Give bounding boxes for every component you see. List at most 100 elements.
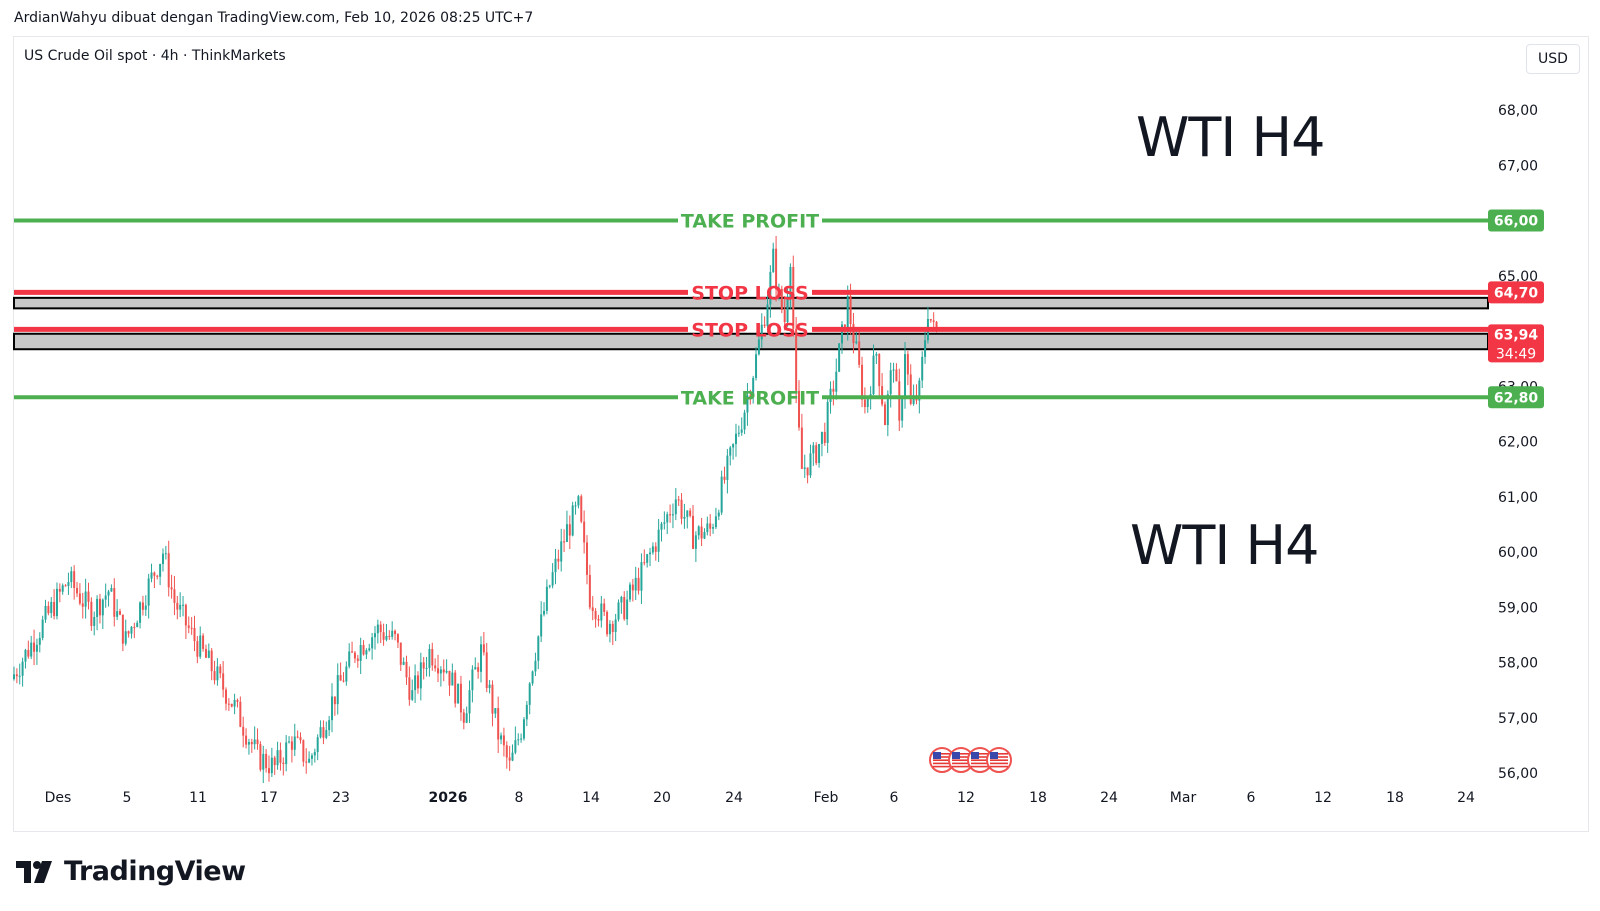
flag-stripe: [971, 756, 989, 758]
candle-body: [749, 395, 752, 398]
candle-body: [571, 505, 574, 536]
annotation-title-bottom: WTI H4: [1130, 514, 1319, 577]
candle-body: [479, 644, 482, 672]
stop-loss-label: STOP LOSS: [691, 282, 808, 304]
candle-body: [265, 753, 268, 769]
candle-body: [795, 328, 798, 391]
candle-body: [522, 719, 525, 739]
candle-body: [411, 690, 414, 700]
candle-body: [838, 343, 841, 372]
candle-body: [336, 675, 339, 705]
candle-body: [356, 658, 359, 661]
candle-body: [603, 603, 606, 612]
candle-body: [608, 623, 611, 635]
candle-body: [104, 595, 107, 600]
candle-body: [282, 762, 285, 765]
candle-body: [179, 604, 182, 610]
candle-body: [906, 354, 909, 375]
candle-body: [780, 288, 783, 311]
candle-body: [694, 535, 697, 549]
candle-body: [554, 558, 557, 573]
candle-body: [73, 571, 76, 589]
candle-body: [362, 645, 365, 655]
candle-body: [242, 726, 245, 736]
candle-body: [852, 324, 855, 344]
candle-body: [769, 271, 772, 305]
symbol-legend[interactable]: US Crude Oil spot · 4h · ThinkMarkets: [24, 48, 286, 64]
candle-body: [391, 630, 394, 637]
candle-body: [657, 529, 660, 552]
candle-body: [588, 574, 591, 608]
candle-body: [792, 266, 795, 329]
candle-body: [505, 745, 508, 758]
candle-body: [130, 626, 133, 634]
stop-loss-price-tag-box: [1488, 281, 1544, 304]
candle-body: [918, 380, 921, 401]
candle-body: [565, 524, 568, 542]
candle-body: [353, 652, 356, 659]
price-tick: 57,00: [1498, 711, 1538, 727]
candle-body: [895, 369, 898, 382]
candle-body: [139, 602, 142, 623]
candle-body: [222, 673, 225, 690]
flag-canton: [952, 752, 960, 759]
candle-body: [743, 412, 746, 430]
candle-body: [425, 667, 428, 669]
candle-body: [305, 761, 308, 763]
candle-body: [511, 752, 514, 761]
candle-body: [24, 649, 27, 662]
candle-body: [434, 665, 437, 669]
tradingview-brand[interactable]: TradingView: [16, 856, 246, 887]
price-tick: 60,00: [1498, 545, 1538, 561]
candle-body: [199, 635, 202, 657]
candle-body: [474, 667, 477, 670]
flag-stripe: [971, 762, 989, 765]
candle-body: [525, 704, 528, 720]
currency-button[interactable]: USD: [1526, 44, 1580, 74]
candle-body: [136, 622, 139, 628]
candle-body: [706, 523, 709, 533]
candle-body: [580, 496, 583, 522]
candle-body: [233, 700, 236, 707]
candle-body: [279, 750, 282, 763]
candle-body: [863, 399, 866, 408]
candle-body: [253, 739, 256, 745]
candle-body: [144, 605, 147, 610]
candle-body: [720, 476, 723, 513]
candle-body: [107, 591, 110, 596]
candle-body: [371, 637, 374, 649]
candle-body: [202, 635, 205, 649]
time-tick: 24: [1100, 790, 1118, 806]
candle-body: [683, 516, 686, 519]
candle-body: [210, 650, 213, 672]
candle-body: [806, 467, 809, 476]
candle-body: [500, 735, 503, 740]
time-tick: 12: [957, 790, 975, 806]
candle-body: [534, 660, 537, 672]
candle-body: [606, 611, 609, 635]
candle-body: [331, 696, 334, 721]
candle-body: [471, 669, 474, 691]
candle-body: [290, 741, 293, 750]
candle-body: [514, 740, 517, 753]
candle-body: [127, 631, 130, 634]
candle-body: [310, 755, 313, 759]
candle-body: [878, 354, 881, 387]
flag-stripe: [971, 759, 989, 761]
candle-body: [437, 668, 440, 674]
candle-body: [30, 642, 33, 657]
candle-body: [737, 432, 740, 434]
candle-body: [76, 588, 79, 594]
candle-body: [614, 619, 617, 633]
candle-body: [302, 740, 305, 762]
candle-body: [783, 310, 786, 323]
candle-body: [560, 541, 563, 562]
candle-body: [729, 447, 732, 456]
candle-body: [207, 650, 210, 658]
candle-body: [482, 644, 485, 653]
candle-body: [563, 541, 566, 543]
candle-body: [714, 516, 717, 528]
candle-body: [96, 598, 99, 617]
candle-body: [640, 562, 643, 591]
